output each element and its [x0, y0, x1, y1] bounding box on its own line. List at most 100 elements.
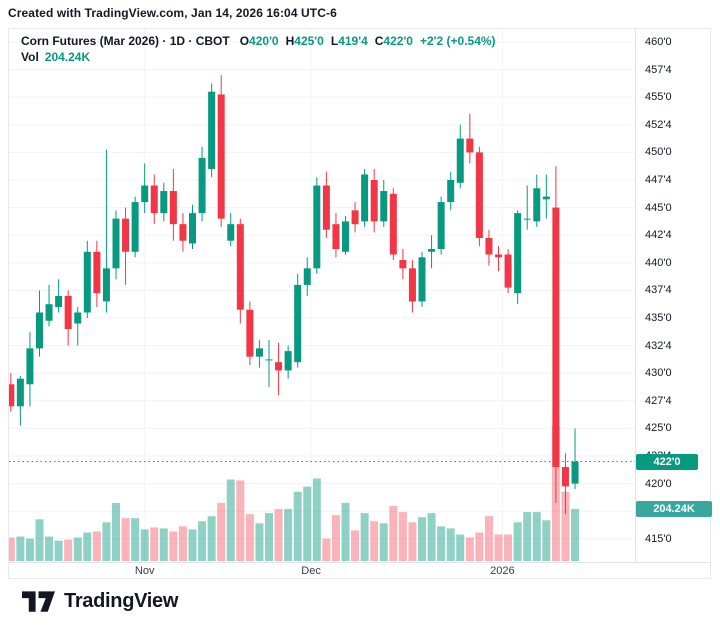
price-tick-label: 447'4 [645, 174, 672, 186]
candle [342, 221, 350, 252]
volume-bar [293, 491, 302, 561]
candle [370, 180, 378, 222]
volume-bar [360, 513, 369, 561]
volume-bar [389, 505, 398, 561]
volume-bar [312, 478, 321, 561]
open-value: 420'0 [249, 34, 279, 48]
price-axis[interactable]: 460'0 457'4 455'0 452'4 450'0 447'4 445'0 442'4… [635, 29, 712, 562]
candle [485, 237, 493, 255]
volume-value: 204.24K [44, 50, 91, 64]
price-tick-label: 427'4 [645, 394, 672, 407]
candles [9, 75, 579, 514]
volume-bar [92, 531, 101, 561]
volume-bar [351, 530, 360, 561]
candle [188, 213, 196, 244]
volume-bar [159, 528, 168, 561]
price-tick-label: 445'0 [645, 201, 672, 214]
symbol-legend[interactable]: Corn Futures (Mar 2026) · 1D · CBOT O420'… [21, 34, 496, 48]
volume-bar [198, 521, 207, 561]
candle [437, 202, 445, 249]
candle [418, 257, 426, 302]
price-chart-canvas[interactable] [9, 29, 710, 578]
volume-label: Vol [21, 50, 39, 64]
volume-bar [398, 512, 407, 561]
candle [514, 213, 522, 294]
volume-bar [284, 509, 293, 561]
volume-bar [494, 534, 503, 561]
candle [533, 188, 541, 222]
price-tick-label: 452'4 [645, 118, 672, 131]
candle [303, 268, 311, 285]
candle [217, 94, 225, 219]
candle [64, 295, 72, 330]
change-value: +2'2 (+0.54%) [419, 34, 496, 48]
candle [265, 359, 273, 361]
volume-bar [140, 529, 149, 561]
last-price-badge: 422'0 [636, 453, 698, 470]
candle [122, 218, 130, 252]
candle [313, 185, 321, 269]
price-tick-label: 440'0 [645, 256, 672, 269]
price-tick-label: 415'0 [645, 532, 672, 545]
last-volume-badge: 204.24K [636, 500, 712, 517]
candle [255, 348, 263, 357]
volume-legend[interactable]: Vol 204.24K [21, 50, 90, 64]
candle [160, 191, 168, 214]
high-value: 425'0 [294, 34, 324, 48]
candle [284, 351, 292, 371]
gridlines [9, 29, 635, 562]
volume-bar [245, 514, 254, 561]
candle [179, 224, 187, 241]
volume-bar [341, 502, 350, 561]
time-axis[interactable]: Nov Dec 2026 [9, 562, 710, 579]
price-tick-label: 450'0 [645, 146, 672, 159]
candle [495, 254, 503, 258]
volume-bar [25, 538, 34, 561]
volume-bar [274, 509, 283, 561]
volume-bar [102, 522, 111, 561]
volume-bar [456, 534, 465, 561]
volume-bar [418, 517, 427, 561]
volume-bar [542, 520, 551, 561]
candle [322, 185, 330, 230]
price-tick-label: 435'0 [645, 312, 672, 324]
price-tick-label: 437'4 [645, 284, 672, 297]
high-label: H [285, 34, 295, 48]
volume-bar [178, 526, 187, 561]
volume-bar [217, 502, 226, 561]
candle [26, 348, 34, 385]
price-tick-label: 460'0 [645, 36, 672, 48]
chart-panel: Corn Futures (Mar 2026) · 1D · CBOT O420'… [8, 28, 712, 579]
volume-bar [408, 522, 417, 561]
candle [141, 185, 149, 203]
candle [275, 362, 283, 371]
volume-bar [484, 516, 493, 561]
volume-bar [16, 536, 25, 561]
candle [399, 260, 407, 269]
volume-bar [83, 532, 92, 561]
candle [246, 309, 254, 357]
candle [571, 461, 579, 484]
candle [83, 251, 91, 313]
candle [523, 218, 531, 220]
candle [456, 138, 464, 183]
volume-bar [226, 479, 235, 561]
price-tick-label: 430'0 [645, 367, 672, 380]
candle [504, 254, 512, 288]
volume-bar [9, 537, 15, 561]
candle [16, 378, 24, 407]
candle [74, 312, 82, 324]
candle [169, 191, 177, 225]
candle [35, 312, 43, 349]
volume-bar [188, 529, 197, 561]
volume-bar [513, 522, 522, 561]
volume-bar [504, 534, 513, 561]
volume-bar [446, 528, 455, 561]
volume-bar [370, 521, 379, 561]
price-tick-label: 420'0 [645, 477, 672, 490]
candle [93, 251, 101, 294]
candle [447, 180, 455, 203]
time-tick-label: Nov [134, 565, 155, 577]
candle [466, 138, 474, 153]
